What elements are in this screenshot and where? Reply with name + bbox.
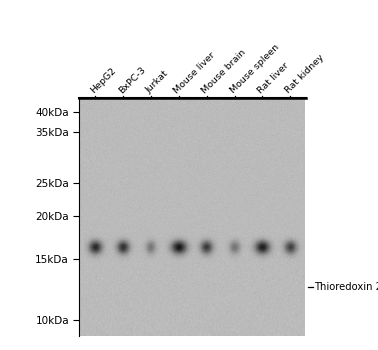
Text: HepG2: HepG2 bbox=[89, 66, 118, 95]
Text: Rat liver: Rat liver bbox=[256, 61, 291, 95]
Text: Rat kidney: Rat kidney bbox=[284, 53, 326, 95]
Text: Mouse liver: Mouse liver bbox=[172, 50, 217, 95]
Text: Mouse brain: Mouse brain bbox=[200, 48, 248, 95]
Text: Thioredoxin 2: Thioredoxin 2 bbox=[314, 282, 378, 292]
Text: Mouse spleen: Mouse spleen bbox=[228, 43, 280, 95]
Text: Jurkat: Jurkat bbox=[145, 69, 170, 95]
Text: BxPC-3: BxPC-3 bbox=[117, 65, 147, 95]
